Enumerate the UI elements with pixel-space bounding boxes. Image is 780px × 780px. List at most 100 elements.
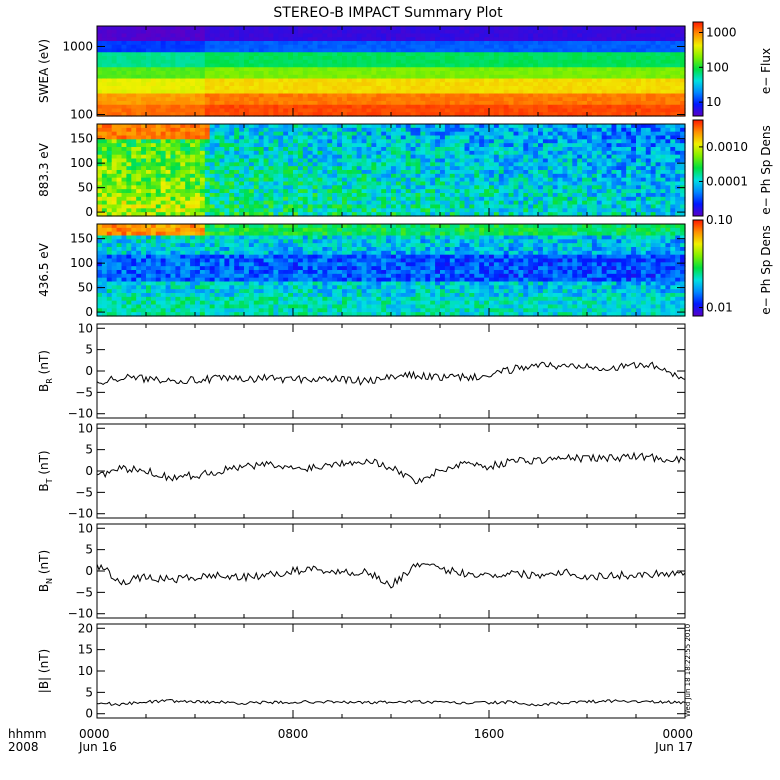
heatmap-cell	[268, 71, 274, 76]
heatmap-cell	[346, 44, 353, 50]
heatmap-cell	[484, 101, 490, 106]
heatmap-cell	[204, 71, 211, 76]
heatmap-cell	[454, 52, 461, 57]
heatmap-cell	[533, 26, 539, 31]
heatmap-cell	[503, 26, 510, 31]
heatmap-cell	[484, 181, 490, 186]
heatmap-cell	[400, 78, 407, 83]
heatmap-cell	[131, 196, 137, 202]
heatmap-cell	[552, 93, 559, 98]
heatmap-cell	[307, 143, 314, 148]
heatmap-cell	[268, 78, 274, 83]
heatmap-cell	[199, 86, 206, 91]
heatmap-cell	[376, 127, 382, 133]
heatmap-cell	[479, 26, 485, 31]
heatmap-cell	[381, 112, 387, 117]
heatmap-cell	[165, 185, 172, 190]
heatmap-cell	[474, 185, 480, 190]
heatmap-cell	[459, 29, 466, 35]
heatmap-cell	[234, 41, 240, 46]
heatmap-cell	[283, 97, 289, 102]
heatmap-cell	[195, 185, 201, 190]
heatmap-cell	[180, 147, 186, 152]
heatmap-cell	[660, 97, 666, 102]
heatmap-cell	[611, 52, 617, 57]
heatmap-cell	[410, 29, 417, 35]
heatmap-cell	[513, 177, 519, 183]
heatmap-cell	[484, 74, 490, 80]
heatmap-cell	[567, 63, 573, 68]
heatmap-cell	[489, 59, 495, 65]
heatmap-cell	[464, 177, 470, 183]
heatmap-cell	[351, 86, 358, 91]
heatmap-cell	[258, 212, 265, 217]
heatmap-cell	[239, 208, 245, 213]
heatmap-cell	[204, 185, 211, 190]
heatmap-cell	[415, 67, 421, 72]
heatmap-cell	[297, 162, 304, 167]
heatmap-cell	[234, 212, 240, 217]
heatmap-cell	[248, 112, 255, 117]
heatmap-cell	[204, 82, 211, 87]
heatmap-cell	[469, 37, 475, 42]
heatmap-cell	[376, 44, 382, 50]
heatmap-cell	[195, 44, 201, 50]
heatmap-cell	[146, 78, 152, 83]
heatmap-cell	[498, 177, 505, 183]
heatmap-cell	[503, 162, 510, 167]
heatmap-cell	[572, 93, 578, 98]
heatmap-cell	[547, 71, 554, 76]
heatmap-cell	[101, 29, 108, 35]
heatmap-cell	[190, 37, 196, 42]
heatmap-cell	[204, 200, 211, 206]
heatmap-cell	[435, 59, 441, 65]
heatmap-cell	[337, 193, 343, 198]
heatmap-cell	[278, 33, 284, 38]
heatmap-cell	[297, 86, 304, 91]
heatmap-cell	[498, 71, 505, 76]
heatmap-cell	[400, 124, 407, 129]
heatmap-cell	[297, 150, 304, 156]
heatmap-cell	[136, 208, 142, 213]
heatmap-cell	[513, 158, 519, 163]
heatmap-cell	[101, 82, 108, 87]
heatmap-cell	[106, 71, 113, 76]
heatmap-cell	[175, 67, 181, 72]
heatmap-cell	[214, 127, 221, 133]
heatmap-cell	[489, 89, 495, 95]
heatmap-cell	[150, 89, 157, 95]
heatmap-cell	[327, 93, 333, 98]
heatmap-cell	[425, 67, 431, 72]
heatmap-cell	[342, 63, 348, 68]
heatmap-cell	[258, 89, 265, 95]
heatmap-cell	[371, 74, 377, 80]
heatmap-cell	[415, 154, 421, 160]
heatmap-cell	[239, 86, 245, 91]
heatmap-cell	[263, 63, 270, 68]
heatmap-cell	[293, 48, 299, 53]
heatmap-cell	[180, 124, 186, 129]
heatmap-cell	[523, 86, 529, 91]
heatmap-cell	[146, 71, 152, 76]
heatmap-cell	[214, 56, 221, 61]
heatmap-cell	[508, 162, 515, 167]
heatmap-cell	[141, 204, 147, 209]
heatmap-cell	[454, 193, 461, 198]
heatmap-cell	[459, 97, 466, 102]
heatmap-cell	[435, 127, 441, 133]
heatmap-cell	[155, 56, 162, 61]
heatmap-cell	[312, 86, 319, 91]
heatmap-cell	[400, 101, 407, 106]
heatmap-cell	[297, 189, 304, 194]
heatmap-cell	[591, 101, 598, 106]
heatmap-cell	[361, 29, 368, 35]
heatmap-cell	[199, 48, 206, 53]
heatmap-cell	[273, 101, 279, 106]
heatmap-cell	[224, 173, 230, 179]
heatmap-cell	[508, 124, 515, 129]
heatmap-cell	[239, 158, 245, 163]
heatmap-cell	[244, 127, 250, 133]
heatmap-cell	[562, 56, 568, 61]
heatmap-cell	[533, 63, 539, 68]
heatmap-cell	[248, 37, 255, 42]
